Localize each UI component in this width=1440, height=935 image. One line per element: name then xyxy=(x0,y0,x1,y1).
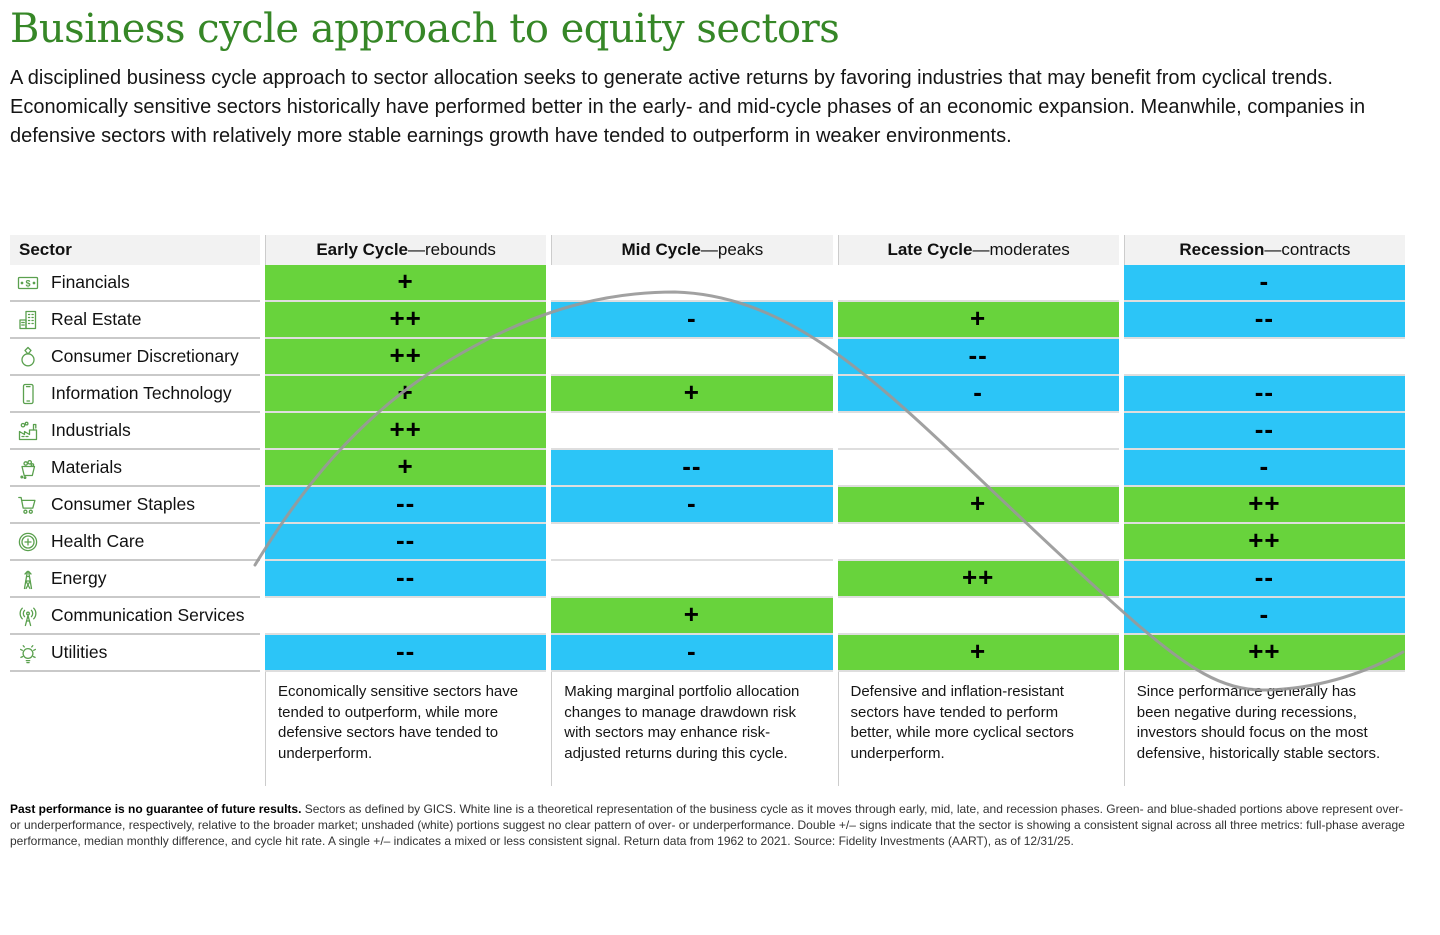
cell-consumer-staples-early-cycle: -- xyxy=(265,487,547,524)
cell-communication-services-late-cycle xyxy=(837,598,1119,635)
factory-icon xyxy=(15,418,40,443)
description-recession: Since performance generally has been neg… xyxy=(1123,672,1405,786)
cell-health-care-early-cycle: -- xyxy=(265,524,547,561)
cell-communication-services-mid-cycle: + xyxy=(551,598,833,635)
cell-utilities-early-cycle: -- xyxy=(265,635,547,672)
basket-icon xyxy=(15,455,40,480)
cell-energy-mid-cycle xyxy=(551,561,833,598)
column-header-mid-cycle: Mid Cycle —peaks xyxy=(551,235,833,265)
shopping-cart-icon xyxy=(15,492,40,517)
cell-energy-late-cycle: ++ xyxy=(837,561,1119,598)
cell-consumer-discretionary-early-cycle: ++ xyxy=(265,339,547,376)
footnote-text: Sectors as defined by GICS. White line i… xyxy=(10,802,1405,848)
sector-name: Industrials xyxy=(51,420,131,440)
sector-label-cell: $ Financials xyxy=(10,265,260,302)
sector-label-cell: Consumer Staples xyxy=(10,487,260,524)
lightbulb-icon xyxy=(15,640,40,665)
disclaimer-footnote: Past performance is no guarantee of futu… xyxy=(10,802,1405,849)
description-early-cycle: Economically sensitive sectors have tend… xyxy=(265,672,546,786)
cell-communication-services-recession: - xyxy=(1123,598,1405,635)
cell-consumer-staples-mid-cycle: - xyxy=(551,487,833,524)
sector-name: Health Care xyxy=(51,531,145,551)
cell-real-estate-late-cycle: + xyxy=(837,302,1119,339)
cell-materials-recession: - xyxy=(1123,450,1405,487)
column-header-late-cycle: Late Cycle —moderates xyxy=(837,235,1119,265)
cell-utilities-mid-cycle: - xyxy=(551,635,833,672)
footnote-bold-lead: Past performance is no guarantee of futu… xyxy=(10,802,302,816)
sector-name: Communication Services xyxy=(51,605,245,625)
cell-energy-recession: -- xyxy=(1123,561,1405,598)
phase-descriptions: Economically sensitive sectors have tend… xyxy=(10,672,1405,786)
cell-materials-early-cycle: + xyxy=(265,450,547,487)
cell-utilities-late-cycle: + xyxy=(837,635,1119,672)
cell-utilities-recession: ++ xyxy=(1123,635,1405,672)
cell-financials-early-cycle: + xyxy=(265,265,547,302)
sector-label-cell: Communication Services xyxy=(10,598,260,635)
description-late-cycle: Defensive and inflation-resistant sector… xyxy=(837,672,1119,786)
cell-industrials-early-cycle: ++ xyxy=(265,413,547,450)
cell-consumer-discretionary-mid-cycle xyxy=(551,339,833,376)
sector-label-cell: Consumer Discretionary xyxy=(10,339,260,376)
cell-financials-late-cycle xyxy=(837,265,1119,302)
cell-real-estate-recession: -- xyxy=(1123,302,1405,339)
cell-consumer-discretionary-recession xyxy=(1123,339,1405,376)
cell-health-care-mid-cycle xyxy=(551,524,833,561)
sector-label-cell: Utilities xyxy=(10,635,260,672)
sector-label-cell: Energy xyxy=(10,561,260,598)
transmission-tower-icon xyxy=(15,566,40,591)
description-mid-cycle: Making marginal portfolio allocation cha… xyxy=(551,672,832,786)
sector-label-cell: Health Care xyxy=(10,524,260,561)
sector-name: Information Technology xyxy=(51,383,232,403)
sector-label-cell: Real Estate xyxy=(10,302,260,339)
cell-health-care-recession: ++ xyxy=(1123,524,1405,561)
sector-label-cell: Information Technology xyxy=(10,376,260,413)
cell-health-care-late-cycle xyxy=(837,524,1119,561)
cell-information-technology-recession: -- xyxy=(1123,376,1405,413)
cell-information-technology-early-cycle: + xyxy=(265,376,547,413)
cell-industrials-late-cycle xyxy=(837,413,1119,450)
column-header-sector: Sector xyxy=(10,235,260,265)
column-header-early-cycle: Early Cycle —rebounds xyxy=(265,235,547,265)
sector-label-cell: Industrials xyxy=(10,413,260,450)
page-title: Business cycle approach to equity sector… xyxy=(10,6,840,52)
description-spacer xyxy=(10,672,260,786)
svg-text:$: $ xyxy=(25,278,30,288)
sector-name: Materials xyxy=(51,457,122,477)
buildings-icon xyxy=(15,307,40,332)
sector-name: Utilities xyxy=(51,642,108,662)
column-header-recession: Recession —contracts xyxy=(1123,235,1405,265)
cell-consumer-discretionary-late-cycle: -- xyxy=(837,339,1119,376)
antenna-icon xyxy=(15,603,40,628)
sector-name: Consumer Staples xyxy=(51,494,195,514)
cell-information-technology-late-cycle: - xyxy=(837,376,1119,413)
cell-real-estate-mid-cycle: - xyxy=(551,302,833,339)
cell-industrials-recession: -- xyxy=(1123,413,1405,450)
sector-name: Real Estate xyxy=(51,309,142,329)
sector-cycle-table: Sector Early Cycle —rebounds Mid Cycle —pe… xyxy=(10,235,1405,692)
cell-consumer-staples-late-cycle: + xyxy=(837,487,1119,524)
cell-materials-late-cycle xyxy=(837,450,1119,487)
dollar-bill-icon: $ xyxy=(15,270,40,295)
cell-financials-mid-cycle xyxy=(551,265,833,302)
cell-financials-recession: - xyxy=(1123,265,1405,302)
intro-paragraph: A disciplined business cycle approach to… xyxy=(10,67,1366,147)
medical-cross-icon xyxy=(15,529,40,554)
ring-icon xyxy=(15,344,40,369)
smartphone-icon xyxy=(15,381,40,406)
cell-real-estate-early-cycle: ++ xyxy=(265,302,547,339)
cell-industrials-mid-cycle xyxy=(551,413,833,450)
cell-communication-services-early-cycle xyxy=(265,598,547,635)
cell-materials-mid-cycle: -- xyxy=(551,450,833,487)
sector-name: Consumer Discretionary xyxy=(51,346,239,366)
cell-information-technology-mid-cycle: + xyxy=(551,376,833,413)
heatmap-grid: Sector Early Cycle —rebounds Mid Cycle —pe… xyxy=(10,235,1405,672)
cell-energy-early-cycle: -- xyxy=(265,561,547,598)
sector-name: Energy xyxy=(51,568,107,588)
sector-label-cell: Materials xyxy=(10,450,260,487)
sector-name: Financials xyxy=(51,272,130,292)
cell-consumer-staples-recession: ++ xyxy=(1123,487,1405,524)
